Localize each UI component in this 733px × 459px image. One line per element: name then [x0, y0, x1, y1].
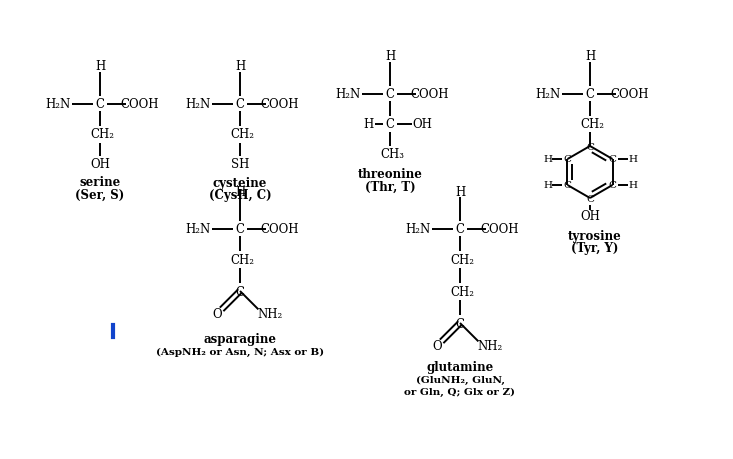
- Text: H₂N: H₂N: [535, 88, 561, 101]
- Text: C: C: [608, 155, 616, 164]
- Text: tyrosine: tyrosine: [568, 230, 622, 243]
- Text: CH₂: CH₂: [230, 128, 254, 141]
- Text: C: C: [386, 88, 394, 101]
- Text: H: H: [95, 61, 105, 73]
- Text: SH: SH: [231, 158, 249, 171]
- Text: H: H: [385, 50, 395, 63]
- Text: (CysH, C): (CysH, C): [209, 188, 271, 201]
- Text: C: C: [235, 223, 245, 236]
- Text: CH₂: CH₂: [230, 253, 254, 266]
- Text: H: H: [363, 118, 373, 131]
- Text: threonine: threonine: [358, 168, 422, 181]
- Text: OH: OH: [580, 210, 600, 223]
- Text: C: C: [586, 88, 594, 101]
- Text: COOH: COOH: [481, 223, 519, 236]
- Text: COOH: COOH: [261, 98, 299, 111]
- Text: NH₂: NH₂: [258, 307, 283, 320]
- Text: CH₂: CH₂: [90, 128, 114, 141]
- Text: C: C: [455, 223, 465, 236]
- Text: COOH: COOH: [611, 88, 649, 101]
- Text: C: C: [564, 155, 572, 164]
- Text: C: C: [586, 142, 594, 151]
- Text: glutamine: glutamine: [427, 361, 493, 374]
- Text: cysteine: cysteine: [213, 176, 268, 189]
- Text: CH₂: CH₂: [580, 118, 604, 131]
- Text: H: H: [455, 185, 465, 198]
- Text: COOH: COOH: [410, 88, 449, 101]
- Text: C: C: [95, 98, 105, 111]
- Text: H₂N: H₂N: [185, 223, 210, 236]
- Text: CH₃: CH₃: [380, 148, 404, 161]
- Text: C: C: [455, 317, 465, 330]
- Text: O: O: [432, 339, 443, 352]
- Text: C: C: [235, 285, 245, 298]
- Text: asparagine: asparagine: [204, 333, 276, 346]
- Text: OH: OH: [90, 158, 110, 171]
- Text: (AspNH₂ or Asn, N; Asx or B): (AspNH₂ or Asn, N; Asx or B): [156, 347, 324, 356]
- Text: O: O: [213, 307, 222, 320]
- Text: (GluNH₂, GluN,: (GluNH₂, GluN,: [416, 375, 504, 384]
- Text: CH₂: CH₂: [450, 253, 474, 266]
- Text: C: C: [586, 194, 594, 203]
- Text: OH: OH: [412, 118, 432, 131]
- Text: C: C: [235, 98, 245, 111]
- Text: NH₂: NH₂: [478, 339, 503, 352]
- Text: H₂N: H₂N: [336, 88, 361, 101]
- Text: H: H: [543, 155, 552, 164]
- Text: (Ser, S): (Ser, S): [75, 188, 125, 201]
- Text: H: H: [235, 61, 245, 73]
- Text: H: H: [585, 50, 595, 63]
- Text: C: C: [608, 181, 616, 190]
- Text: H₂N: H₂N: [405, 223, 430, 236]
- Text: H: H: [543, 181, 552, 190]
- Text: serine: serine: [79, 176, 121, 189]
- Text: (Thr, T): (Thr, T): [365, 180, 416, 193]
- Text: COOH: COOH: [121, 98, 159, 111]
- Text: COOH: COOH: [261, 223, 299, 236]
- Text: H: H: [628, 155, 637, 164]
- Text: C: C: [386, 118, 394, 131]
- Text: C: C: [564, 181, 572, 190]
- Text: (Tyr, Y): (Tyr, Y): [571, 242, 619, 255]
- Text: H: H: [628, 181, 637, 190]
- Text: CH₂: CH₂: [450, 285, 474, 298]
- Text: or Gln, Q; Glx or Z): or Gln, Q; Glx or Z): [405, 386, 515, 396]
- Text: H₂N: H₂N: [45, 98, 70, 111]
- Text: H: H: [235, 185, 245, 198]
- Text: H₂N: H₂N: [185, 98, 210, 111]
